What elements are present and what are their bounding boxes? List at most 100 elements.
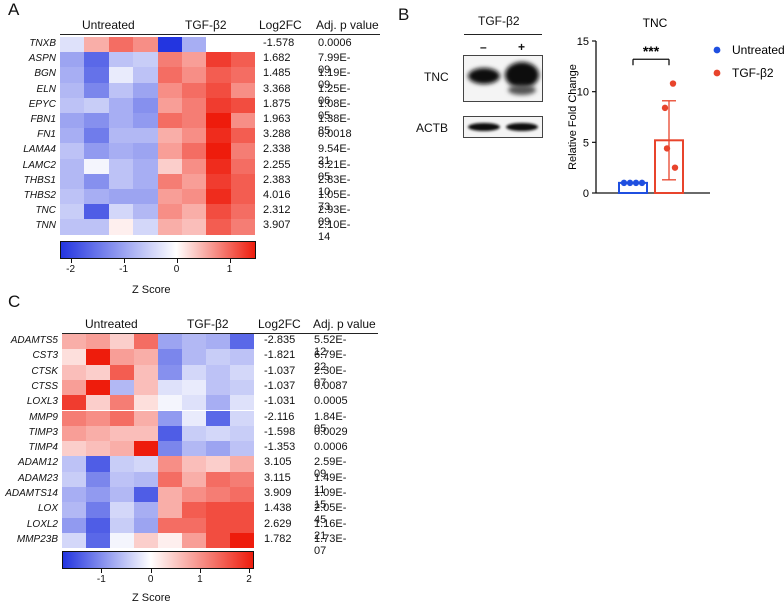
y-tick-label: 10 xyxy=(577,87,589,99)
colorbar-tick-label: 0 xyxy=(173,264,180,275)
colorbar-tick-label: -1 xyxy=(119,264,129,275)
colorbar-tick-label: -2 xyxy=(66,264,76,275)
heatmap-cell xyxy=(108,173,134,189)
heatmap-cell xyxy=(133,158,158,174)
heatmap-cell xyxy=(182,410,206,426)
heatmap-cell xyxy=(60,204,85,220)
gene-label: ASPN xyxy=(28,53,56,65)
heatmap-cell xyxy=(84,173,109,189)
gene-label: CTSS xyxy=(31,380,58,392)
heatmap-cell xyxy=(62,487,86,503)
colorbar-tick-label: 1 xyxy=(226,264,233,275)
heatmap-cell xyxy=(134,502,158,518)
log2fc-value: 3.909 xyxy=(264,487,292,499)
y-tick-label: 0 xyxy=(583,188,589,200)
heatmap-cell xyxy=(230,425,254,442)
heatmap-cell xyxy=(206,219,231,235)
heatmap-cell xyxy=(60,97,85,113)
significance-stars: *** xyxy=(643,43,660,59)
tnc-band-tgf-smear xyxy=(508,85,536,95)
heatmap-cell xyxy=(230,173,256,189)
heatmap-cell xyxy=(84,52,109,68)
colorbar-tick xyxy=(229,259,231,263)
heatmap-cell xyxy=(157,97,182,113)
data-point xyxy=(661,104,669,112)
padj-value: 1.73E-07 xyxy=(314,532,347,557)
heatmap-cell xyxy=(230,532,254,549)
colorbar-tick xyxy=(123,259,125,263)
legend-marker-tgf xyxy=(713,69,721,77)
log2fc-value: -1.037 xyxy=(264,364,296,377)
heatmap-cell xyxy=(182,532,206,549)
heatmap-cell xyxy=(133,219,158,235)
heatmap-cell xyxy=(157,67,182,83)
colorbar-tick xyxy=(199,569,201,573)
heatmap-cell xyxy=(86,487,110,503)
heatmap-cell xyxy=(133,67,158,83)
heatmap-cell xyxy=(157,113,182,129)
heatmap-cell xyxy=(206,128,231,144)
panel-a-padj-header: Adj. p value xyxy=(316,18,379,32)
padj-value: 2.05E-45 xyxy=(314,502,347,527)
data-point xyxy=(638,179,646,187)
padj-value: 1.19E-09 xyxy=(318,67,351,92)
gene-label: TIMP3 xyxy=(28,426,58,438)
heatmap-cell xyxy=(133,97,158,113)
legend-label-tgf: TGF-β2 xyxy=(732,66,774,80)
heatmap-cell xyxy=(84,128,109,144)
data-point xyxy=(663,145,671,152)
log2fc-value: -2.835 xyxy=(264,334,296,346)
heatmap-cell xyxy=(157,173,182,189)
padj-value: 1.09E-15 xyxy=(314,487,347,511)
heatmap-cell xyxy=(206,143,231,159)
heatmap-cell xyxy=(108,158,134,174)
gene-label: TNC xyxy=(35,205,56,217)
heatmap-cell xyxy=(108,113,134,129)
heatmap-cell xyxy=(157,219,182,235)
chart-title: TNC xyxy=(643,16,668,30)
heatmap-cell xyxy=(158,487,182,503)
heatmap-cell xyxy=(60,158,85,174)
heatmap-cell xyxy=(86,532,110,549)
heatmap-cell xyxy=(86,410,110,426)
heatmap-cell xyxy=(86,517,110,533)
heatmap-cell xyxy=(84,82,109,98)
tnc-band-tgf xyxy=(505,62,539,88)
tnc-band-untreated xyxy=(468,68,500,84)
heatmap-cell xyxy=(206,410,230,426)
colorbar-tick xyxy=(150,569,152,573)
tnc-fold-change-chart: TNC 0 5 10 15 Relative Fold Change *** Untreate… xyxy=(567,16,784,200)
heatmap-cell xyxy=(157,158,182,174)
heatmap-cell xyxy=(230,82,256,98)
gene-label: LAMC2 xyxy=(22,159,56,171)
heatmap-cell xyxy=(108,128,134,144)
colorbar-gradient xyxy=(62,551,254,569)
heatmap-cell xyxy=(157,37,182,53)
heatmap-cell xyxy=(133,143,158,159)
padj-value: 2.10E-14 xyxy=(318,219,351,244)
padj-value: 0.0029 xyxy=(314,425,348,438)
gene-label: FBN1 xyxy=(30,114,56,125)
heatmap-cell xyxy=(182,37,207,53)
log2fc-value: 2.383 xyxy=(263,173,291,186)
heatmap-cell xyxy=(206,37,231,53)
heatmap-cell xyxy=(60,189,85,205)
heatmap-cell xyxy=(133,173,158,189)
heatmap-cell xyxy=(86,395,110,411)
log2fc-value: -2.116 xyxy=(264,410,295,423)
heatmap-cell xyxy=(206,471,230,487)
heatmap-cell xyxy=(84,97,109,113)
padj-value: 0.0005 xyxy=(314,395,348,408)
heatmap-cell xyxy=(134,471,158,487)
padj-value: 1.38E-85 xyxy=(318,113,351,137)
y-tick-label: 5 xyxy=(583,137,589,149)
heatmap-cell xyxy=(158,364,182,380)
heatmap-cell xyxy=(60,67,85,83)
panel-a-zscore-label: Z Score xyxy=(132,284,171,296)
heatmap-cell xyxy=(230,517,254,533)
heatmap-cell xyxy=(230,219,256,235)
log2fc-value: 2.629 xyxy=(264,517,292,530)
gene-label: LOX xyxy=(37,503,58,515)
heatmap-cell xyxy=(86,349,110,365)
padj-value: 7.99E-09 xyxy=(318,52,351,77)
